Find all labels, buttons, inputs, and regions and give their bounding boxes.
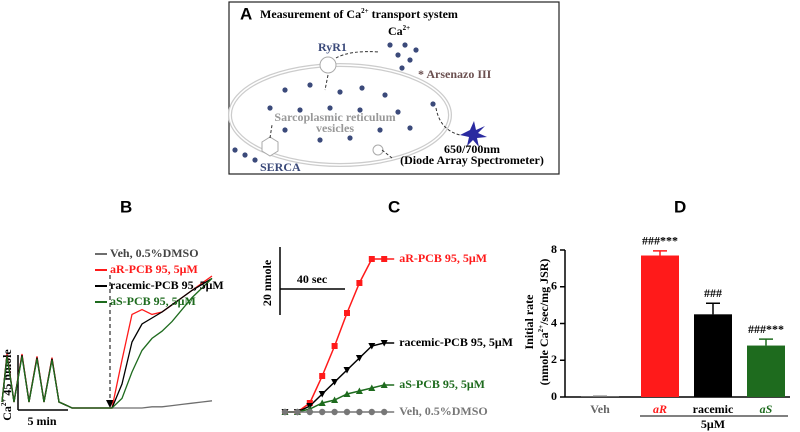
diagram-title: Measurement of Ca2+ transport system xyxy=(260,7,458,21)
marker xyxy=(331,396,339,403)
marker xyxy=(343,390,351,397)
x-tick-label: aS xyxy=(760,402,773,416)
arrow-head xyxy=(106,400,114,408)
series-label: aR-PCB 95, 5μM xyxy=(399,251,487,265)
marker xyxy=(319,408,326,416)
panel-label: C xyxy=(388,197,400,216)
scale-label: 40 sec xyxy=(297,272,328,286)
bar xyxy=(641,255,679,397)
group-label: 5μM xyxy=(701,417,725,431)
marker xyxy=(381,408,388,416)
marker xyxy=(368,343,376,350)
marker xyxy=(306,408,313,416)
label: SERCA xyxy=(260,160,301,174)
ryr1-channel xyxy=(319,56,337,74)
marker xyxy=(294,408,301,416)
y-tick-label: 0 xyxy=(551,389,557,403)
bar xyxy=(747,345,785,397)
marker xyxy=(355,387,363,394)
label: (Diode Array Spectrometer) xyxy=(400,153,544,167)
y-tick-label: 2 xyxy=(551,352,557,366)
marker xyxy=(355,355,363,362)
series-label: Veh, 0.5%DMSO xyxy=(399,404,488,418)
marker xyxy=(343,408,351,416)
legend-label: aS-PCB 95, 5μM xyxy=(110,294,196,308)
y-tick-label: 4 xyxy=(551,315,557,329)
label: Ca2+ xyxy=(388,24,410,38)
vesicle xyxy=(229,64,451,166)
panel-label: B xyxy=(120,197,132,216)
error-bar xyxy=(759,338,773,346)
y-axis-label: (nmole Ca2+/sec/mg JSR) xyxy=(537,259,551,386)
significance: ###*** xyxy=(748,322,784,336)
calcium-ions xyxy=(232,42,436,163)
legend-label: aR-PCB 95, 5μM xyxy=(110,262,198,276)
scale-label: 20 nmole xyxy=(260,259,274,306)
marker xyxy=(344,310,350,316)
marker xyxy=(368,256,375,262)
marker xyxy=(381,256,388,262)
label: vesicles xyxy=(316,121,354,135)
marker xyxy=(368,408,375,416)
series-label: racemic-PCB 95, 5μM xyxy=(399,335,513,349)
marker xyxy=(319,373,326,379)
panel-label: A xyxy=(240,4,252,23)
panel-label: D xyxy=(674,197,686,216)
marker xyxy=(380,381,388,388)
marker xyxy=(356,280,363,286)
legend-label: racemic-PCB 95, 5μM xyxy=(110,278,224,292)
x-tick-label: aR xyxy=(653,402,667,416)
error-bar xyxy=(653,250,667,256)
marker xyxy=(380,340,388,347)
x-tick-label: Veh xyxy=(590,402,610,416)
significance: ###*** xyxy=(642,234,678,248)
panel-a: A Measurement of Ca2+ transport system R… xyxy=(228,1,560,175)
bar xyxy=(694,314,732,397)
label: RyR1 xyxy=(318,40,347,54)
marker xyxy=(356,408,363,416)
y-axis-label: Initial rate xyxy=(522,294,536,350)
x-tick-label: racemic xyxy=(693,402,734,416)
marker xyxy=(343,367,351,374)
marker xyxy=(368,384,376,391)
marker xyxy=(318,399,326,406)
error-bar xyxy=(706,302,720,315)
marker xyxy=(281,408,289,416)
marker xyxy=(331,343,338,349)
trace xyxy=(1,277,213,409)
y-tick-label: 6 xyxy=(551,279,557,293)
legend-label: Veh, 0.5%DMSO xyxy=(110,246,199,260)
label: Sarcoplasmic reticulum xyxy=(274,110,395,124)
y-tick-label: 8 xyxy=(551,242,557,256)
pore xyxy=(372,144,384,156)
marker xyxy=(331,379,339,386)
significance: ### xyxy=(704,286,722,300)
marker xyxy=(331,408,338,416)
scale-label: 5 min xyxy=(27,414,56,428)
arrow xyxy=(269,51,461,159)
spectrometer-star xyxy=(460,121,487,147)
marker xyxy=(318,391,326,398)
label: 650/700nm xyxy=(444,142,500,156)
label: * Arsenazo III xyxy=(418,67,492,81)
series-label: aS-PCB 95, 5μM xyxy=(399,377,485,391)
